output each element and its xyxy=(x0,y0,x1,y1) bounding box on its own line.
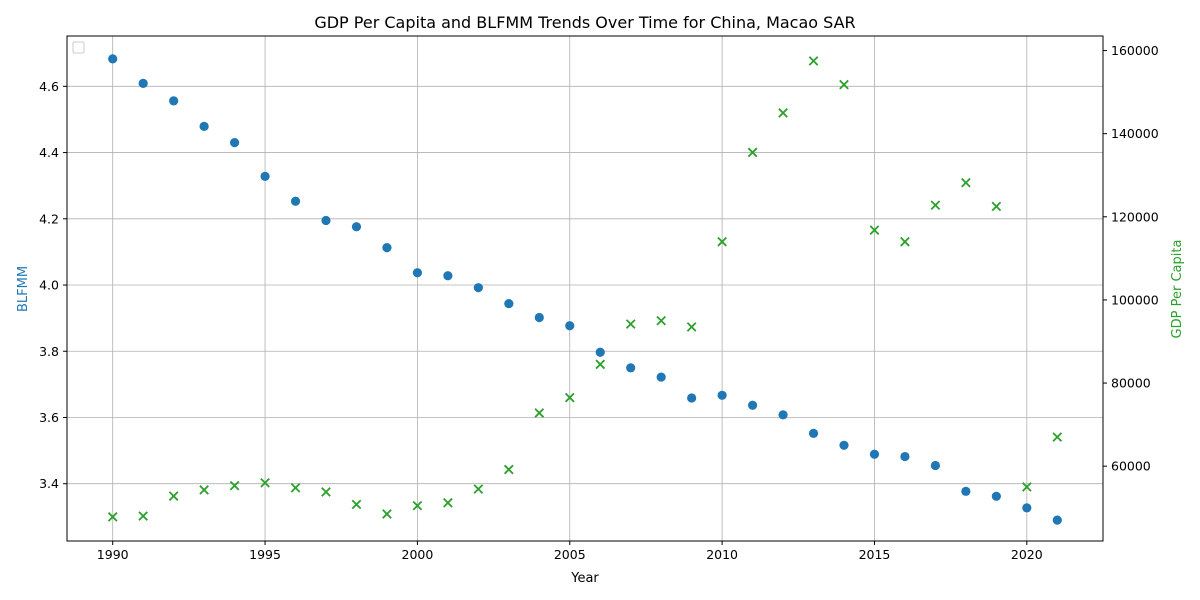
x-tick-label: 2005 xyxy=(554,547,586,562)
gdp-point xyxy=(107,512,118,522)
gdp-point xyxy=(473,484,484,494)
blfmm-point xyxy=(504,298,514,309)
x-tick-label: 2020 xyxy=(1011,547,1043,562)
gdp-point xyxy=(869,225,880,235)
gdp-point xyxy=(351,499,362,510)
gdp-point xyxy=(686,322,697,332)
blfmm-point xyxy=(595,347,605,357)
blfmm-point xyxy=(534,312,544,323)
gdp-point xyxy=(321,487,331,497)
blfmm-point xyxy=(991,491,1001,501)
left-y-tick-label: 3.8 xyxy=(39,344,59,359)
blfmm-series xyxy=(108,54,1062,525)
left-y-axis: 3.4 3.6 3.8 4.0 4.2 4.4 4.6 xyxy=(39,79,67,491)
right-y-tick-label: 80000 xyxy=(1111,376,1151,391)
blfmm-point xyxy=(108,54,118,64)
blfmm-point xyxy=(169,96,179,106)
grid xyxy=(67,36,1103,541)
blfmm-point xyxy=(900,451,910,462)
gdp-point xyxy=(564,392,575,403)
blfmm-point xyxy=(687,393,697,403)
blfmm-point xyxy=(778,410,788,420)
gdp-point xyxy=(260,477,270,488)
blfmm-point xyxy=(656,372,666,382)
gdp-point xyxy=(168,491,179,501)
right-y-tick-label: 160000 xyxy=(1111,43,1159,58)
right-y-tick-label: 140000 xyxy=(1111,126,1159,141)
right-y-tick-label: 120000 xyxy=(1111,209,1159,224)
gdp-point xyxy=(595,359,606,370)
gdp-point xyxy=(229,480,240,491)
blfmm-point xyxy=(808,428,819,438)
right-y-tick-label: 60000 xyxy=(1111,459,1151,474)
blfmm-point xyxy=(229,138,240,148)
x-tick-label: 1990 xyxy=(97,547,129,562)
left-y-axis-label: BLFMM xyxy=(16,266,31,312)
gdp-point xyxy=(1021,482,1032,492)
blfmm-point xyxy=(290,196,301,206)
blfmm-point xyxy=(747,400,758,410)
x-axis-label: Year xyxy=(570,571,599,586)
left-y-tick-label: 4.0 xyxy=(39,278,59,293)
gdp-point xyxy=(138,511,149,521)
gdp-point xyxy=(534,408,545,418)
gdp-series xyxy=(107,56,1063,522)
gdp-point xyxy=(717,236,727,247)
x-axis: 1990 1995 2000 2005 2010 2015 2020 xyxy=(97,541,1043,562)
gdp-point xyxy=(839,79,849,90)
blfmm-point xyxy=(199,121,209,132)
gdp-point xyxy=(656,315,667,326)
gdp-point xyxy=(199,485,209,495)
gdp-point xyxy=(443,497,453,508)
blfmm-point xyxy=(626,363,636,373)
left-y-tick-label: 4.6 xyxy=(39,79,59,94)
blfmm-point xyxy=(412,268,423,278)
blfmm-point xyxy=(930,460,941,471)
blfmm-point xyxy=(321,215,331,226)
blfmm-point xyxy=(1052,515,1062,525)
x-tick-label: 1995 xyxy=(249,547,281,562)
blfmm-point xyxy=(839,440,849,450)
blfmm-point xyxy=(869,449,880,459)
blfmm-point xyxy=(473,283,483,293)
gdp-point xyxy=(625,319,636,329)
legend-box xyxy=(72,41,85,54)
left-y-tick-label: 4.2 xyxy=(39,211,59,226)
blfmm-point xyxy=(260,171,270,182)
blfmm-point xyxy=(382,243,392,253)
x-tick-label: 2000 xyxy=(402,547,434,562)
blfmm-point xyxy=(717,390,727,400)
gdp-point xyxy=(290,482,301,493)
left-y-tick-label: 4.4 xyxy=(39,145,59,160)
right-y-tick-label: 100000 xyxy=(1111,292,1159,307)
chart-title: GDP Per Capita and BLFMM Trends Over Tim… xyxy=(314,13,855,32)
gdp-point xyxy=(1052,432,1063,442)
blfmm-point xyxy=(351,222,362,232)
blfmm-point xyxy=(961,486,971,496)
left-y-tick-label: 3.6 xyxy=(39,410,59,425)
gdp-point xyxy=(412,500,423,511)
x-tick-label: 2015 xyxy=(859,547,891,562)
gdp-point xyxy=(900,236,910,247)
gdp-point xyxy=(382,509,392,519)
gdp-point xyxy=(961,177,971,188)
right-y-axis: 60000 80000 100000 120000 140000 160000 xyxy=(1103,43,1159,474)
gdp-point xyxy=(930,200,941,211)
blfmm-point xyxy=(1022,503,1032,513)
gdp-point xyxy=(991,201,1002,212)
gdp-point xyxy=(503,464,514,475)
blfmm-point xyxy=(443,271,453,281)
gdp-point xyxy=(747,147,758,158)
blfmm-point xyxy=(565,321,575,331)
right-y-axis-label: GDP Per Capita xyxy=(1170,240,1185,339)
plot-frame xyxy=(66,35,1104,542)
x-tick-label: 2010 xyxy=(706,547,738,562)
gdp-point xyxy=(808,56,819,66)
left-y-tick-label: 3.4 xyxy=(39,476,59,491)
gdp-point xyxy=(778,108,788,118)
blfmm-point xyxy=(138,78,148,88)
